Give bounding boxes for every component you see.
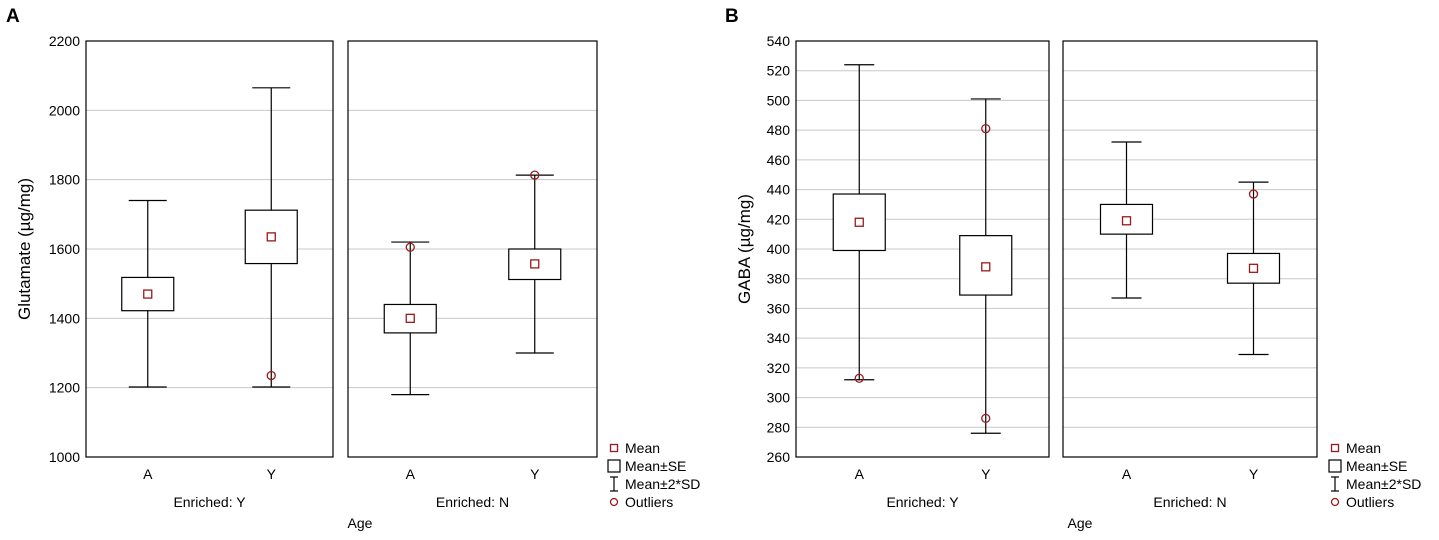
legend-label: Mean bbox=[625, 440, 660, 456]
y-tick-label: 2000 bbox=[49, 102, 80, 118]
legend: Mean Mean±SE Mean±2*SD Outliers bbox=[607, 440, 700, 510]
box-y: Y bbox=[959, 98, 1013, 482]
box-a: A bbox=[832, 64, 886, 482]
legend-mean-symbol bbox=[609, 443, 619, 453]
y-tick-label: 1400 bbox=[49, 310, 80, 326]
outlier-point bbox=[981, 124, 991, 134]
y-tick-label: 520 bbox=[767, 63, 791, 79]
y-tick-label: 380 bbox=[767, 271, 791, 287]
y-tick-label: 540 bbox=[767, 33, 791, 49]
y-tick-label: 320 bbox=[767, 360, 791, 376]
mean-marker bbox=[854, 217, 864, 227]
legend-label: Mean±2*SD bbox=[625, 476, 700, 492]
se-box bbox=[832, 193, 886, 252]
x-axis-label: Age bbox=[348, 515, 373, 531]
se-box bbox=[1226, 252, 1281, 284]
y-tick-label: 360 bbox=[767, 300, 791, 316]
y-tick-label: 260 bbox=[767, 449, 791, 465]
y-tick-label: 2200 bbox=[49, 33, 80, 49]
mean-marker bbox=[530, 259, 540, 269]
panel-letter-b: B bbox=[725, 6, 739, 27]
legend-label: Outliers bbox=[625, 494, 673, 510]
y-tick-label: 280 bbox=[767, 419, 791, 435]
y-tick-label: 1000 bbox=[49, 449, 80, 465]
box-a: A bbox=[1099, 141, 1154, 482]
outlier-point bbox=[854, 373, 864, 383]
legend-se-symbol bbox=[1328, 459, 1342, 473]
legend-mean-symbol bbox=[1330, 443, 1340, 453]
legend-se-symbol bbox=[607, 459, 621, 473]
panel-2: A Y Enriched: N bbox=[347, 40, 598, 510]
se-box bbox=[1099, 203, 1154, 235]
x-tick-label: Y bbox=[267, 466, 277, 482]
y-tick-label: 1200 bbox=[49, 380, 80, 396]
x-tick-label: Y bbox=[981, 466, 991, 482]
box-y: Y bbox=[244, 87, 298, 482]
box-y: Y bbox=[1226, 181, 1281, 482]
x-tick-label: A bbox=[855, 466, 865, 482]
se-box bbox=[121, 276, 175, 312]
outlier-point bbox=[1248, 189, 1259, 199]
y-tick-label: 400 bbox=[767, 241, 791, 257]
legend-label: Mean±SE bbox=[1346, 458, 1407, 474]
legend: Mean Mean±SE Mean±2*SD Outliers bbox=[1328, 440, 1421, 510]
panel-frame bbox=[347, 40, 598, 458]
panel-1: A Y Enriched: Y bbox=[85, 40, 334, 510]
y-tick-label: 340 bbox=[767, 330, 791, 346]
panel-letter-a: A bbox=[6, 6, 20, 27]
panel-frame bbox=[1062, 40, 1318, 458]
y-tick-label: 300 bbox=[767, 390, 791, 406]
se-box bbox=[508, 248, 562, 281]
x-tick-label: A bbox=[406, 466, 416, 482]
panel-label: Enriched: N bbox=[436, 494, 509, 510]
outlier-point bbox=[981, 413, 991, 424]
y-tick-label: 1600 bbox=[49, 241, 80, 257]
x-tick-label: A bbox=[1122, 466, 1132, 482]
legend-outlier-symbol bbox=[1330, 497, 1340, 507]
mean-marker bbox=[405, 313, 415, 323]
panel-frame bbox=[85, 40, 334, 458]
box-a: A bbox=[383, 241, 437, 482]
se-box bbox=[959, 235, 1013, 296]
legend-label: Outliers bbox=[1346, 494, 1394, 510]
mean-marker bbox=[266, 232, 276, 242]
legend-outlier-symbol bbox=[609, 497, 619, 507]
legend-label: Mean bbox=[1346, 440, 1381, 456]
y-tick-label: 460 bbox=[767, 152, 791, 168]
mean-marker bbox=[1121, 216, 1132, 226]
y-tick-label: 440 bbox=[767, 182, 791, 198]
panel-label: Enriched: Y bbox=[173, 494, 246, 510]
y-tick-label: 500 bbox=[767, 92, 791, 108]
y-tick-label: 420 bbox=[767, 211, 791, 227]
panel-label: Enriched: Y bbox=[886, 494, 959, 510]
box-y: Y bbox=[508, 170, 562, 482]
chart-b: B 260 280 300 320 340 360 380 400 420 440 460 480 500… bbox=[725, 6, 1421, 531]
se-box bbox=[244, 209, 298, 265]
panel-2: A Y Enriched: N bbox=[1062, 40, 1318, 510]
mean-marker bbox=[981, 262, 991, 272]
outlier-point bbox=[405, 242, 415, 252]
y-tick-label: 1800 bbox=[49, 172, 80, 188]
chart-a: A 1000 1200 1400 1600 1800 2000 2200 Glutamate (… bbox=[6, 6, 700, 531]
mean-marker bbox=[1248, 263, 1259, 273]
x-tick-label: Y bbox=[1249, 466, 1259, 482]
outlier-point bbox=[530, 170, 540, 180]
y-axis-label: GABA (µg/mg) bbox=[735, 194, 754, 304]
x-axis-label: Age bbox=[1068, 515, 1093, 531]
se-box bbox=[383, 303, 437, 334]
panel-frame bbox=[795, 40, 1050, 458]
mean-marker bbox=[143, 289, 153, 299]
x-tick-label: A bbox=[143, 466, 153, 482]
x-tick-label: Y bbox=[530, 466, 540, 482]
box-a: A bbox=[121, 199, 175, 482]
legend-label: Mean±SE bbox=[625, 458, 686, 474]
panel-label: Enriched: N bbox=[1153, 494, 1226, 510]
panel-1: A Y Enriched: Y bbox=[795, 40, 1050, 510]
y-axis-label: Glutamate (µg/mg) bbox=[15, 178, 34, 320]
legend-label: Mean±2*SD bbox=[1346, 476, 1421, 492]
y-tick-label: 480 bbox=[767, 122, 791, 138]
outlier-point bbox=[266, 370, 276, 381]
